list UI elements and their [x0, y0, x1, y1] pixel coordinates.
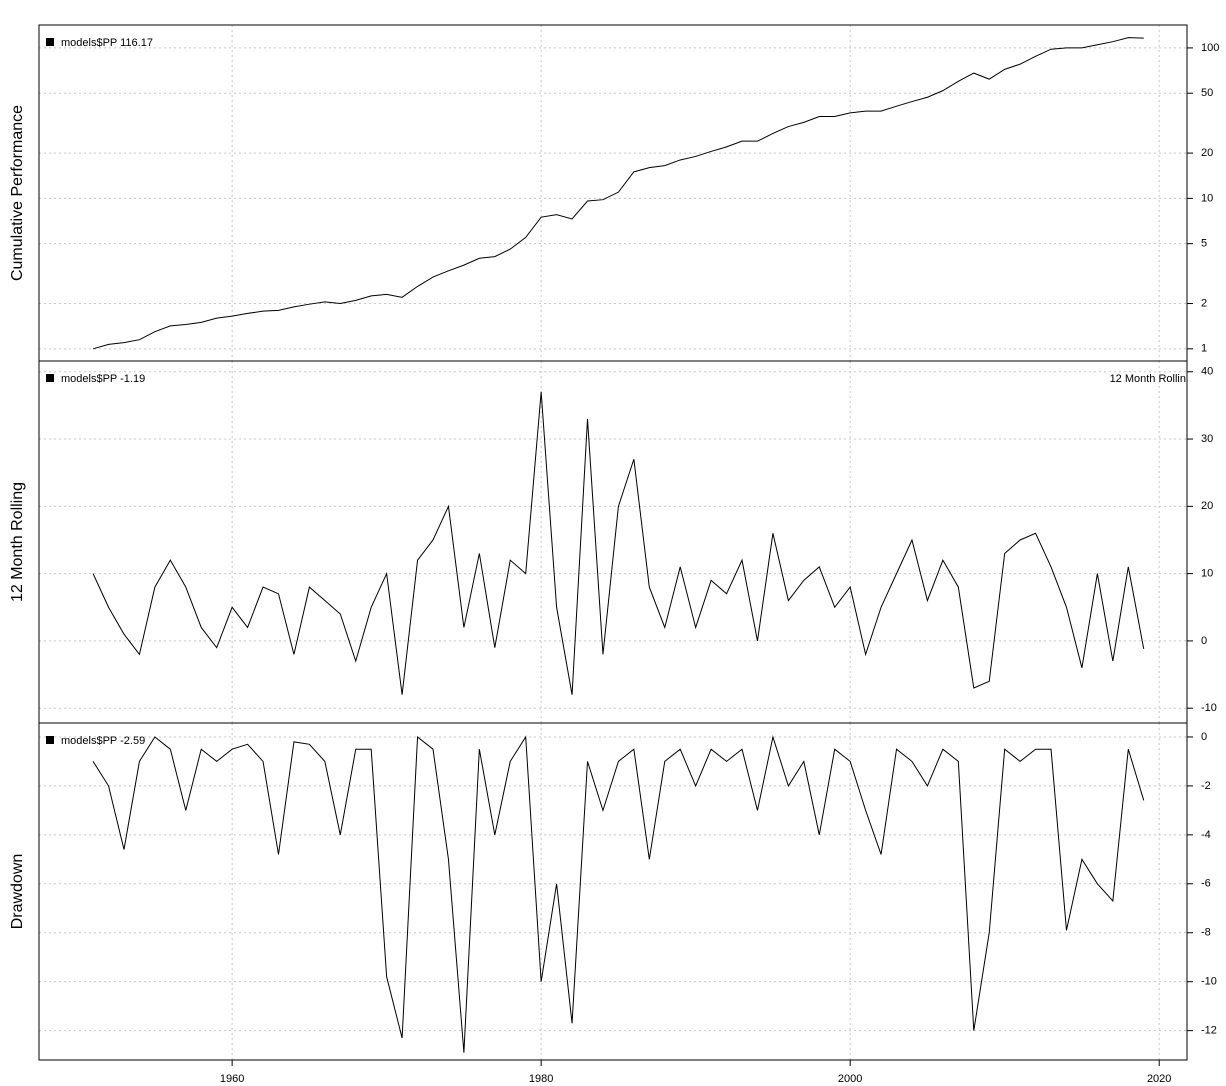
legend-swatch: [46, 736, 54, 744]
y-tick-label: 0: [1201, 635, 1207, 647]
line: [92, 391, 1145, 695]
y-tick-label: -2: [1201, 780, 1211, 792]
y-tick-label: 100: [1201, 42, 1219, 54]
legend-swatch: [46, 374, 54, 382]
y-tick-label: 2: [1201, 297, 1207, 309]
y-tick-label: 20: [1201, 500, 1213, 512]
y-tick-label: 10: [1201, 568, 1213, 580]
line: [92, 734, 1145, 1053]
x-tick-label: 1980: [529, 1073, 553, 1085]
legend-label: models$PP 116.17: [61, 37, 153, 49]
x-tick-label: 1960: [220, 1073, 244, 1085]
panel-frame: [38, 360, 1188, 724]
panel-frame: [38, 24, 1188, 362]
annotation: 12 Month Rollin: [1110, 373, 1186, 385]
y-tick-label: 1: [1201, 343, 1207, 355]
y-axis-label: 12 Month Rolling: [9, 482, 26, 602]
y-tick-label: -4: [1201, 829, 1211, 841]
panel-frame: [38, 722, 1188, 1061]
y-tick-label: 5: [1201, 238, 1207, 250]
y-tick-label: -12: [1201, 1025, 1217, 1037]
x-tick-label: 2000: [838, 1073, 862, 1085]
y-axis-label: Drawdown: [9, 854, 26, 930]
legend-label: models$PP -2.59: [61, 735, 145, 747]
legend-label: models$PP -1.19: [61, 373, 145, 385]
y-tick-label: -6: [1201, 878, 1211, 890]
y-tick-label: 10: [1201, 192, 1213, 204]
x-tick-label: 2020: [1147, 1073, 1171, 1085]
y-axis-label: Cumulative Performance: [9, 105, 26, 281]
line: [92, 37, 1144, 350]
y-tick-label: 30: [1201, 433, 1213, 445]
y-tick-label: 0: [1201, 731, 1207, 743]
y-tick-label: 50: [1201, 87, 1213, 99]
y-tick-label: -10: [1201, 976, 1217, 988]
y-tick-label: -10: [1201, 702, 1217, 714]
y-tick-label: -8: [1201, 927, 1211, 939]
y-tick-label: 20: [1201, 147, 1213, 159]
legend-swatch: [46, 38, 54, 46]
y-tick-label: 40: [1201, 366, 1213, 378]
